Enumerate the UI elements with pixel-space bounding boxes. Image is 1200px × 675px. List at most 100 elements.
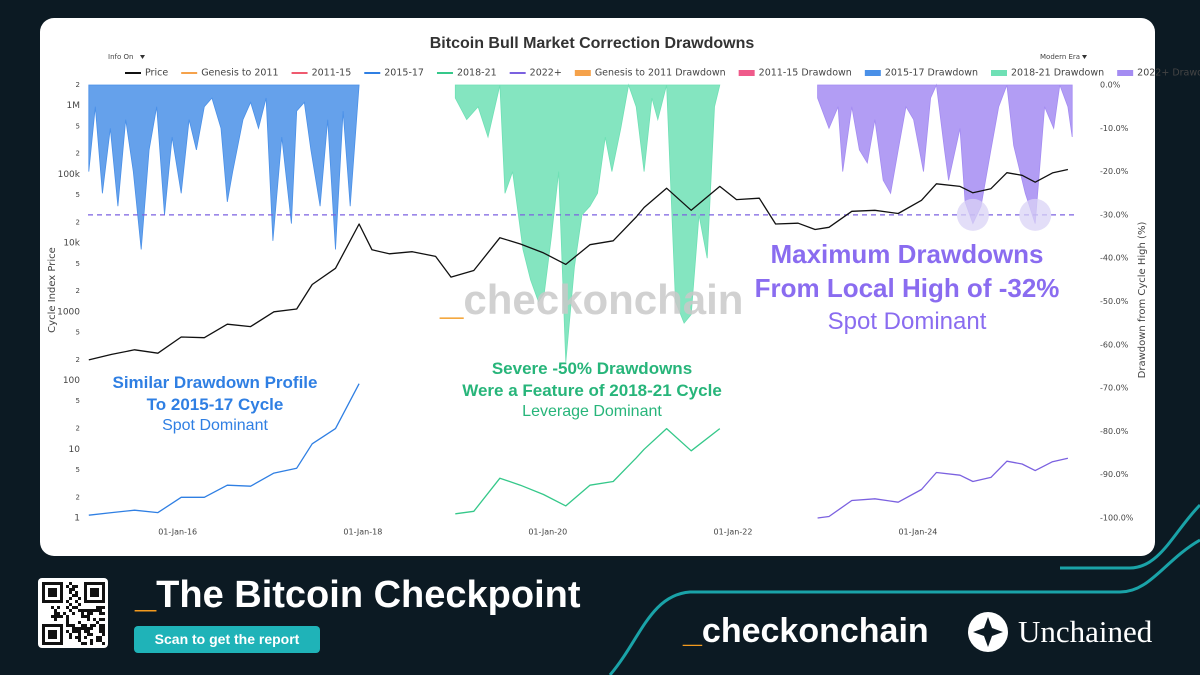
qr-module xyxy=(60,633,63,636)
qr-module xyxy=(75,630,78,633)
qr-module xyxy=(84,597,87,600)
y2-axis-title: Drawdown from Cycle High (%) xyxy=(1137,222,1148,379)
y-tick-label: 5 xyxy=(76,191,80,199)
qr-module xyxy=(99,600,102,603)
qr-module xyxy=(75,594,78,597)
y2-tick-label: -50.0% xyxy=(1100,297,1129,306)
dropdown-arrow[interactable] xyxy=(140,55,145,59)
annotation-line: To 2015-17 Cycle xyxy=(146,395,284,415)
qr-module xyxy=(72,585,75,588)
qr-module xyxy=(102,588,105,591)
qr-module xyxy=(99,582,102,585)
qr-module xyxy=(60,636,63,639)
legend-label[interactable]: Genesis to 2011 xyxy=(201,68,278,79)
qr-module xyxy=(66,606,69,609)
qr-module xyxy=(42,585,45,588)
annotation: Maximum Drawdowns From Local High of -32%… xyxy=(755,238,1060,337)
qr-module xyxy=(75,606,78,609)
qr-module xyxy=(60,639,63,642)
qr-module xyxy=(66,585,69,588)
qr-module xyxy=(102,585,105,588)
legend-label[interactable]: 2011-15 xyxy=(312,68,352,79)
qr-module xyxy=(60,642,63,645)
y-tick-label: 1M xyxy=(67,101,81,111)
qr-module xyxy=(96,591,99,594)
qr-module xyxy=(57,642,60,645)
qr-module xyxy=(96,639,99,642)
qr-module xyxy=(60,624,63,627)
qr-module xyxy=(48,600,51,603)
legend-label[interactable]: 2015-17 Drawdown xyxy=(885,68,978,79)
report-button[interactable] xyxy=(134,626,320,653)
x-tick-label: 01-Jan-18 xyxy=(343,528,382,537)
qr-module xyxy=(99,624,102,627)
qr-module xyxy=(87,609,90,612)
qr-module xyxy=(51,600,54,603)
qr-module xyxy=(84,588,87,591)
series-line xyxy=(455,427,721,515)
legend-label[interactable]: 2015-17 xyxy=(384,68,424,79)
qr-module xyxy=(90,594,93,597)
qr-module xyxy=(90,624,93,627)
qr-module xyxy=(93,591,96,594)
qr-module xyxy=(96,600,99,603)
qr-module xyxy=(90,633,93,636)
qr-module xyxy=(84,600,87,603)
qr-module xyxy=(99,636,102,639)
qr-module xyxy=(84,615,87,618)
qr-module xyxy=(51,630,54,633)
y-tick-label: 5 xyxy=(76,466,80,474)
qr-module xyxy=(51,615,54,618)
control-info[interactable]: Info On xyxy=(108,53,133,61)
qr-module xyxy=(69,588,72,591)
qr-module xyxy=(99,618,102,621)
qr-module xyxy=(48,582,51,585)
qr-module xyxy=(60,582,63,585)
qr-module xyxy=(48,591,51,594)
qr-module xyxy=(90,627,93,630)
drawdown-area xyxy=(454,83,721,363)
legend-label[interactable]: 2018-21 xyxy=(457,68,497,79)
dropdown-arrow[interactable] xyxy=(1082,55,1087,59)
decor-line xyxy=(608,538,1200,675)
legend-label[interactable]: 2022+ Drawdown xyxy=(1137,68,1200,79)
qr-module xyxy=(42,630,45,633)
legend-label[interactable]: Price xyxy=(145,68,168,79)
qr-module xyxy=(102,642,105,645)
qr-module xyxy=(66,624,69,627)
y-tick-label: 5 xyxy=(76,260,80,268)
qr-module xyxy=(60,588,63,591)
legend-label[interactable]: 2018-21 Drawdown xyxy=(1011,68,1104,79)
qr-module xyxy=(102,582,105,585)
legend-label[interactable]: 2022+ xyxy=(530,68,562,79)
qr-module xyxy=(60,585,63,588)
qr-module xyxy=(102,594,105,597)
qr-module xyxy=(99,609,102,612)
qr-module xyxy=(69,609,72,612)
qr-module xyxy=(99,612,102,615)
qr-module xyxy=(54,591,57,594)
qr-module xyxy=(102,600,105,603)
chart-title: Bitcoin Bull Market Correction Drawdowns xyxy=(430,35,755,52)
qr-module xyxy=(54,582,57,585)
qr-module xyxy=(96,609,99,612)
legend-label[interactable]: Genesis to 2011 Drawdown xyxy=(595,68,726,79)
report-button-label[interactable]: Scan to get the report xyxy=(154,631,300,647)
qr-module xyxy=(78,633,81,636)
qr-module xyxy=(42,624,45,627)
legend-label[interactable]: 2011-15 Drawdown xyxy=(759,68,852,79)
qr-module xyxy=(99,627,102,630)
qr-module xyxy=(51,624,54,627)
legend-swatch xyxy=(738,70,755,76)
qr-module xyxy=(81,615,84,618)
qr-module xyxy=(60,600,63,603)
y-tick-label: 2 xyxy=(76,493,80,501)
legend-swatch xyxy=(574,70,591,76)
y-tick-label: 100 xyxy=(63,376,80,386)
qr-module xyxy=(93,600,96,603)
qr-module xyxy=(54,588,57,591)
qr-module xyxy=(54,633,57,636)
control-era[interactable]: Modern Era xyxy=(1040,53,1080,61)
qr-module xyxy=(66,621,69,624)
y-tick-label: 1 xyxy=(74,514,80,524)
